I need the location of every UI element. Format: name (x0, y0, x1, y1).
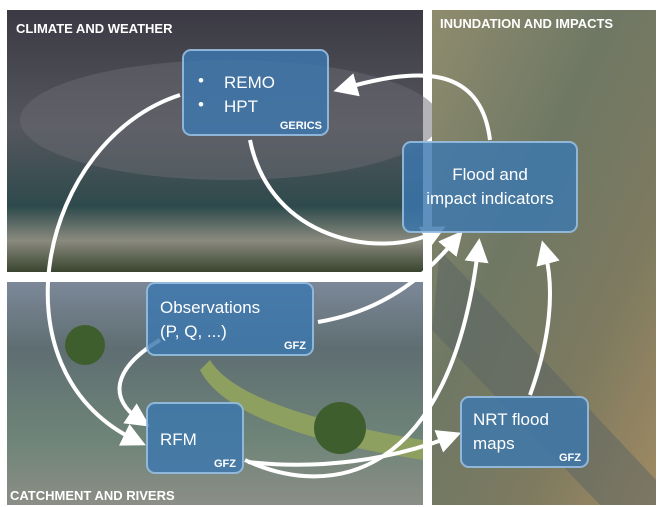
node-box (403, 142, 577, 232)
node-source: GFZ (214, 458, 236, 470)
panel-label: CATCHMENT AND RIVERS (10, 488, 175, 503)
node-text: NRT flood (473, 410, 549, 429)
node-source: GFZ (284, 340, 306, 352)
node-text: maps (473, 434, 515, 453)
node-text: HPT (224, 97, 258, 116)
node-source: GFZ (559, 452, 581, 464)
node-text: Flood and (452, 165, 528, 184)
bullet: • (198, 95, 204, 114)
tree (314, 402, 366, 454)
node-text: REMO (224, 73, 275, 92)
node-text: Observations (160, 298, 260, 317)
bullet: • (198, 71, 204, 90)
diagram: CLIMATE AND WEATHER INUNDATION AND IMPAC… (0, 0, 662, 507)
node-text: RFM (160, 430, 197, 449)
panel-label: INUNDATION AND IMPACTS (440, 16, 613, 31)
node-text: impact indicators (426, 189, 554, 208)
node-source: GERICS (280, 120, 322, 132)
tree (65, 325, 105, 365)
panel-label: CLIMATE AND WEATHER (16, 21, 173, 36)
node-text: (P, Q, ...) (160, 322, 227, 341)
